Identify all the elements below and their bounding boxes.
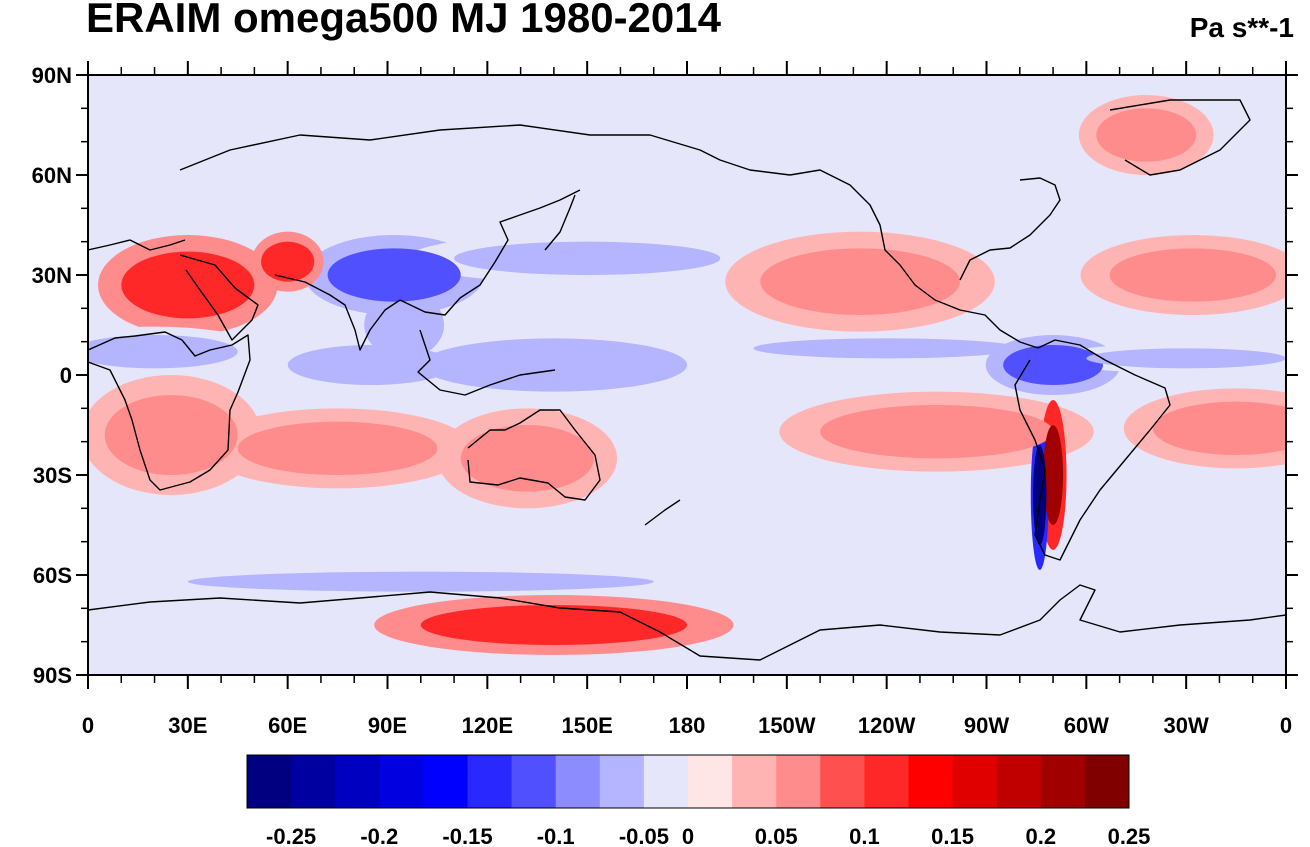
colorbar: -0.25 -0.2 -0.15 -0.1 -0.05 0 0.05 0.1 0.15 0.2 0.… xyxy=(246,754,1151,847)
colorbar-box xyxy=(379,755,424,808)
region-andes-ascent xyxy=(1033,445,1047,545)
x-tick-label: 0 xyxy=(82,713,94,738)
contour-fill-regions xyxy=(88,95,1286,655)
colorbar-box xyxy=(423,755,468,808)
x-tick-label: 30W xyxy=(1164,713,1209,738)
x-tick-label: 60E xyxy=(268,713,307,738)
region-tibet-ascent xyxy=(327,248,461,302)
colorbar-label: -0.1 xyxy=(537,824,575,847)
colorbar-box xyxy=(908,755,954,808)
coast-antarctica xyxy=(88,584,1286,661)
x-tick-label: 60W xyxy=(1064,713,1109,738)
colorbar-box xyxy=(643,755,689,808)
x-tick-label: 180 xyxy=(669,713,706,738)
coast-east-asia xyxy=(399,189,581,316)
colorbar-label: 0.25 xyxy=(1108,824,1151,847)
x-tick-label: 150E xyxy=(561,713,612,738)
colorbar-outline xyxy=(246,754,1130,809)
coast-greenland xyxy=(1109,99,1251,176)
colorbar-box xyxy=(511,755,557,808)
colorbar-box xyxy=(820,755,865,808)
colorbar-label: -0.2 xyxy=(360,824,398,847)
region-iran-subsidence xyxy=(261,241,315,282)
colorbar-label: 0.15 xyxy=(931,824,974,847)
x-tick-label: 120W xyxy=(858,713,916,738)
coast-southeast-asia xyxy=(417,329,556,396)
y-tick-label: 30S xyxy=(33,463,72,488)
region-southern-africa-subsidence xyxy=(104,395,238,475)
colorbar-label: 0.1 xyxy=(849,824,880,847)
colorbar-box xyxy=(291,755,336,808)
y-tick-label: 60N xyxy=(32,163,72,188)
colorbar-label: -0.05 xyxy=(619,824,669,847)
region-atlantic-itcz xyxy=(1086,348,1286,369)
colorbar-box xyxy=(599,755,645,808)
region-south-pacific-subsidence xyxy=(820,405,1054,459)
colorbar-box xyxy=(952,755,998,808)
coast-new-zealand xyxy=(644,499,681,526)
region-australia-subsidence xyxy=(460,425,594,492)
y-tick-label: 90S xyxy=(33,663,72,688)
coast-mediterranean xyxy=(88,239,186,251)
region-east-pacific-itcz xyxy=(753,338,1020,359)
map-title: ERAIM omega500 MJ 1980-2014 xyxy=(86,0,721,41)
x-tick-label: 150W xyxy=(758,713,816,738)
colorbar-label: -0.25 xyxy=(266,824,316,847)
x-tick-label: 0 xyxy=(1280,713,1292,738)
coast-siberia xyxy=(179,124,791,176)
map-area xyxy=(87,74,1287,676)
y-tick-label: 90N xyxy=(32,63,72,88)
colorbar-label: 0.05 xyxy=(755,824,798,847)
x-tick-label: 120E xyxy=(462,713,513,738)
coast-japan xyxy=(544,194,576,251)
colorbar-box xyxy=(1084,755,1130,808)
y-tick-label: 60S xyxy=(33,563,72,588)
coast-australia xyxy=(467,409,601,501)
colorbar-box xyxy=(1040,755,1086,808)
units-label: Pa s**-1 xyxy=(1189,12,1294,43)
colorbar-label: 0.2 xyxy=(1026,824,1057,847)
colorbar-box xyxy=(247,755,292,808)
y-tick-label: 30N xyxy=(32,263,72,288)
x-tick-label: 30E xyxy=(168,713,207,738)
coast-india xyxy=(274,274,401,351)
colorbar-box xyxy=(776,755,821,808)
coast-arabia xyxy=(179,254,259,341)
region-maritime-continent-ascent xyxy=(420,338,687,392)
coast-south-america xyxy=(1014,339,1171,561)
region-southern-ocean-ascent xyxy=(187,571,654,592)
axis-ticks: 90N 60N 30N 0 30S 60S 90S 0 30E 60E 90E 120E 150E 180… xyxy=(32,61,1298,738)
colorbar-box xyxy=(732,755,777,808)
region-africa-itcz-ascent xyxy=(88,335,238,369)
colorbar-box xyxy=(996,755,1042,808)
coastlines xyxy=(88,99,1286,661)
colorbar-box xyxy=(467,755,513,808)
region-east-asia-front-ascent xyxy=(454,241,721,275)
region-north-pacific-subsidence xyxy=(760,248,960,315)
region-south-atlantic-subsidence xyxy=(1152,401,1286,455)
coast-north-america xyxy=(789,169,1061,349)
coast-africa xyxy=(88,331,251,491)
region-indian-ocean-subsidence xyxy=(237,421,438,476)
region-antarctica-subsidence xyxy=(420,605,687,645)
region-andes-subsidence xyxy=(1043,425,1064,525)
region-arabia-subsidence xyxy=(121,251,255,319)
region-amazon-ascent xyxy=(1003,345,1103,385)
colorbar-label: -0.15 xyxy=(442,824,492,847)
y-tick-label: 0 xyxy=(60,363,72,388)
x-tick-label: 90W xyxy=(964,713,1009,738)
colorbar-box xyxy=(555,755,601,808)
region-greenland-subsidence xyxy=(1096,108,1197,162)
colorbar-box xyxy=(335,755,380,808)
colorbar-label: 0 xyxy=(682,824,694,847)
x-tick-label: 90E xyxy=(368,713,407,738)
region-north-atlantic-subsidence xyxy=(1109,248,1277,302)
colorbar-box xyxy=(864,755,909,808)
colorbar-box xyxy=(688,755,733,808)
